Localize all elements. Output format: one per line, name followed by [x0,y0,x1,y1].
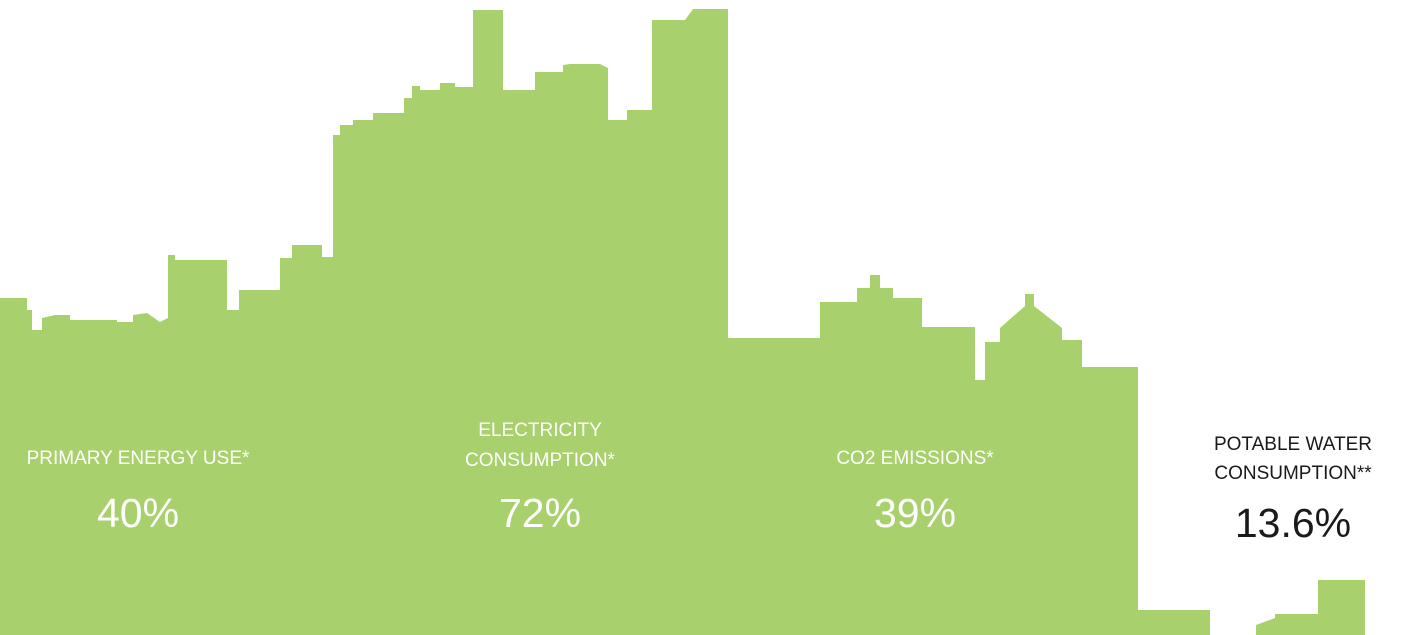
stat-value: 13.6% [1235,500,1351,546]
stat-label: ELECTRICITY [478,420,602,441]
stat-label: CO2 EMISSIONS* [836,448,994,469]
stat-label: POTABLE WATER [1214,434,1372,455]
stat-value: 40% [97,490,179,536]
stat-label: CONSUMPTION** [1214,463,1372,484]
stat-label: CONSUMPTION* [465,450,616,471]
stat-label: PRIMARY ENERGY USE* [27,448,250,469]
skyline [0,9,1365,635]
stat-value: 72% [499,490,581,536]
stat-labels: PRIMARY ENERGY USE* 40% ELECTRICITY CONSUMP… [27,420,1373,546]
stat-value: 39% [874,490,956,536]
